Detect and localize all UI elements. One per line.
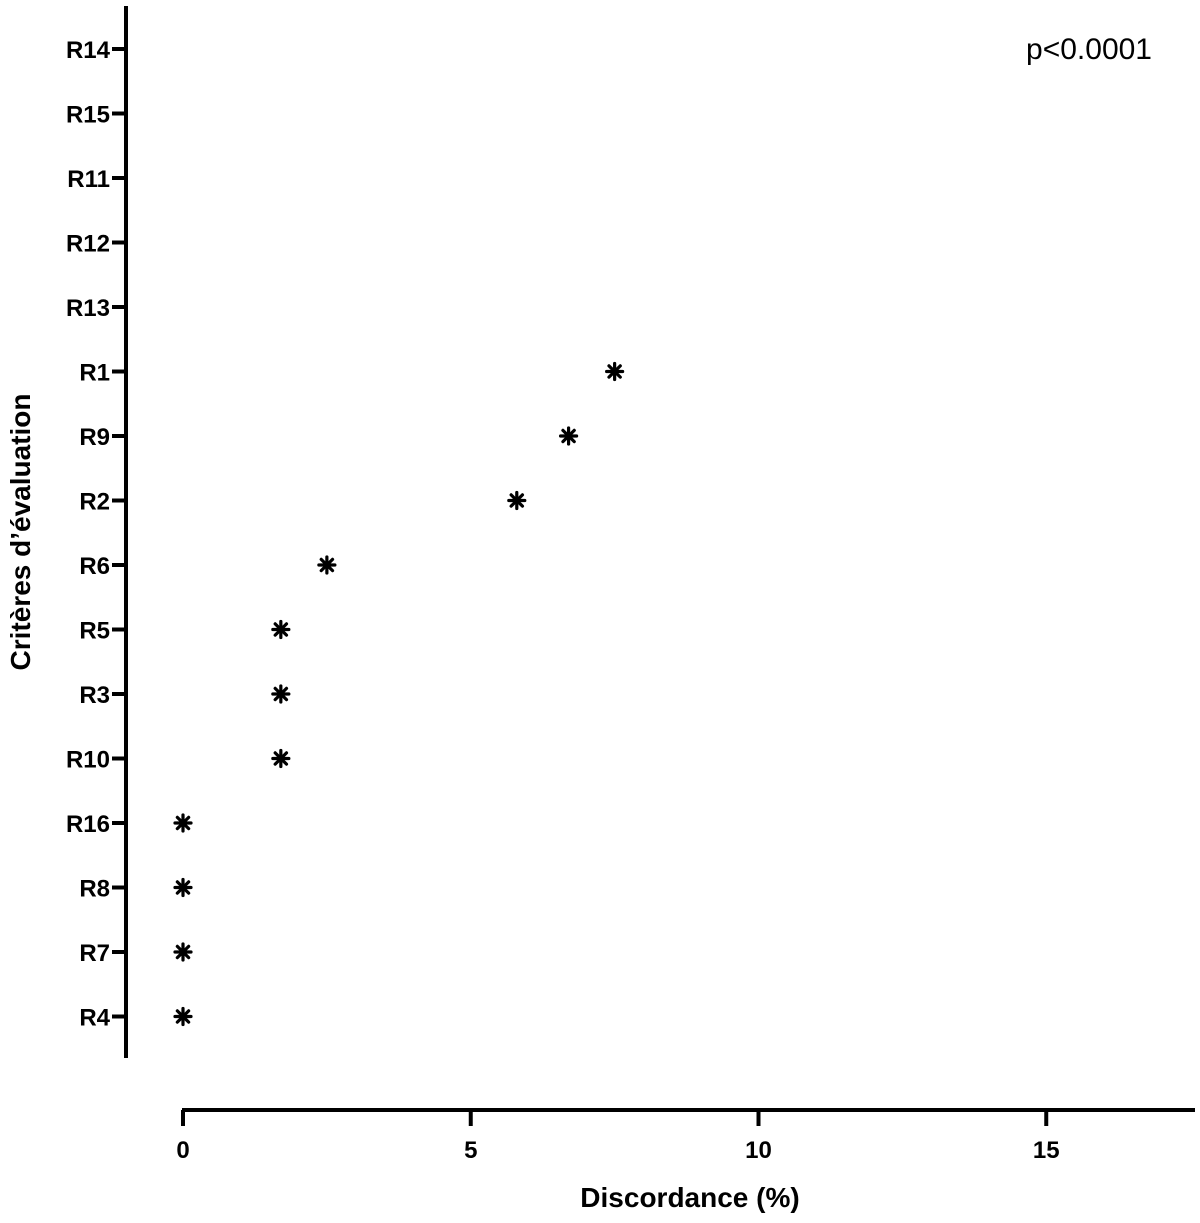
y-tick-label: R5 xyxy=(79,618,110,645)
y-tick-label: R14 xyxy=(66,37,111,64)
y-tick-label: R8 xyxy=(79,876,110,903)
y-tick-label: R10 xyxy=(66,747,110,774)
y-tick-label: R16 xyxy=(66,811,110,838)
x-tick-label: 10 xyxy=(745,1137,772,1164)
y-axis-title: Critères d’évaluation xyxy=(5,394,36,671)
y-tick-label: R2 xyxy=(79,489,110,516)
x-tick-label: 5 xyxy=(464,1137,477,1164)
p-value-annotation: p<0.0001 xyxy=(1026,33,1152,66)
data-point-r7 xyxy=(173,942,193,962)
x-tick-label: 0 xyxy=(176,1137,189,1164)
y-tick-label: R9 xyxy=(79,424,110,451)
data-point-r6 xyxy=(317,555,337,575)
y-tick-label: R15 xyxy=(66,102,110,129)
data-markers xyxy=(173,361,625,1027)
data-point-r9 xyxy=(558,426,579,446)
y-tick-label: R11 xyxy=(67,166,110,193)
y-tick-label: R12 xyxy=(66,231,110,258)
y-axis-ticks: R14 R15 R11 R12 R13 R1 R9 R2 R6 R5 R3 R10 R16 R8 R7 R4 xyxy=(66,37,126,1032)
data-point-r5 xyxy=(271,619,291,640)
y-tick-label: R4 xyxy=(79,1005,110,1032)
data-point-r2 xyxy=(507,490,527,511)
data-point-r10 xyxy=(271,748,291,769)
x-tick-label: 15 xyxy=(1033,1137,1060,1164)
x-axis-title: Discordance (%) xyxy=(580,1182,799,1213)
y-tick-label: R3 xyxy=(79,682,110,709)
y-tick-label: R13 xyxy=(66,295,110,322)
data-point-r4 xyxy=(173,1006,193,1027)
y-tick-label: R7 xyxy=(79,940,110,967)
data-point-r1 xyxy=(605,361,625,382)
x-axis-ticks: 051015202530 xyxy=(176,1110,1060,1164)
y-tick-label: R1 xyxy=(79,360,110,387)
data-point-r8 xyxy=(173,877,193,898)
y-tick-label: R6 xyxy=(79,553,110,580)
data-point-r16 xyxy=(173,813,193,833)
data-point-r3 xyxy=(271,684,291,704)
